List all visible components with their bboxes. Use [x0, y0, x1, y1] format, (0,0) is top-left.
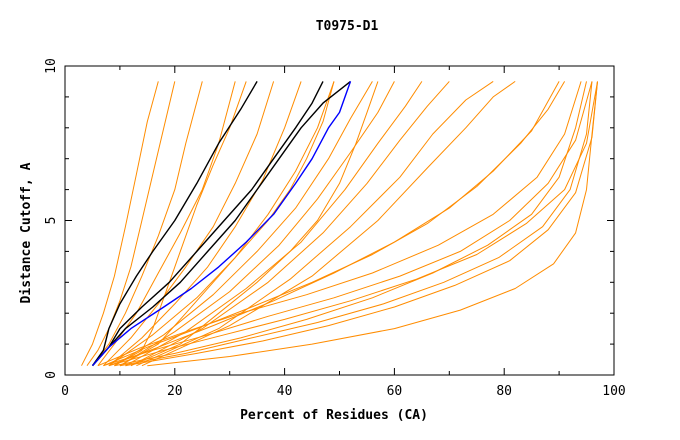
y-axis-label: Distance Cutoff, A	[19, 162, 34, 303]
x-tick-label: 80	[496, 384, 512, 399]
series-line-model	[103, 81, 275, 367]
axes-layer: 0 20 40 60 80 100 0 5 10	[44, 58, 626, 399]
x-tick-label: 40	[277, 384, 293, 399]
series-line-model	[147, 81, 598, 367]
series-line-model	[114, 81, 373, 367]
x-tick-label: 0	[61, 384, 69, 399]
series-line-model	[119, 81, 395, 367]
series-line-model	[119, 81, 335, 367]
y-tick-label: 0	[44, 371, 59, 379]
series-line-highlight	[91, 81, 324, 367]
series-layer	[81, 80, 598, 367]
series-line-model	[108, 81, 560, 367]
series-line-model	[130, 81, 450, 367]
x-tick-label: 100	[602, 384, 625, 399]
series-line-model	[114, 81, 247, 367]
series-line-best	[91, 81, 352, 367]
series-line-highlight	[91, 80, 351, 367]
series-line-highlight	[91, 81, 258, 367]
x-tick-label: 60	[387, 384, 403, 399]
y-tick-label: 10	[44, 58, 59, 74]
series-line-model	[103, 81, 566, 367]
series-line-model	[86, 81, 176, 366]
series-line-model	[114, 81, 587, 367]
series-line-model	[130, 81, 379, 367]
series-line-model	[125, 81, 598, 367]
series-line-model	[136, 80, 494, 367]
chart-title: T0975-D1	[316, 19, 379, 34]
series-line-model	[141, 80, 516, 367]
x-axis-label: Percent of Residues (CA)	[240, 408, 428, 423]
series-line-model	[97, 81, 582, 367]
series-line-model	[119, 81, 593, 367]
series-line-model	[125, 81, 423, 367]
x-tick-label: 20	[167, 384, 183, 399]
series-line-model	[108, 81, 302, 367]
series-line-model	[81, 81, 159, 366]
series-line-model	[103, 81, 593, 367]
y-tick-label: 5	[44, 217, 59, 225]
